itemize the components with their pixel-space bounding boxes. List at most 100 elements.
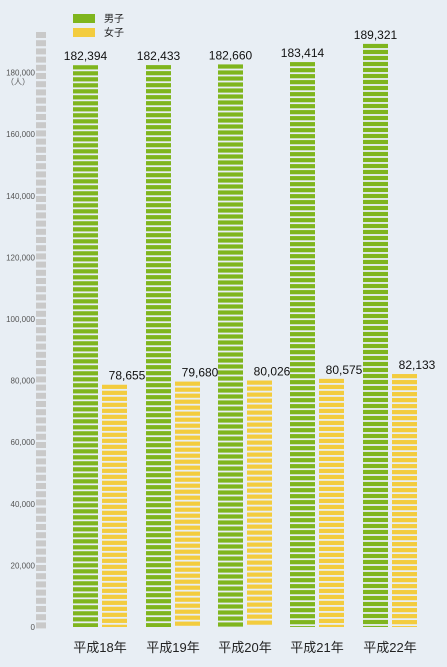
bar-segment [175,621,200,626]
bar-segment [73,131,98,136]
bar-segment [392,386,417,391]
bar-segment [218,316,243,321]
bar-segment [175,513,200,518]
bar-segment [146,491,171,496]
bar-segment [290,296,315,301]
bar-segment [392,590,417,595]
bar-segment [73,173,98,178]
bar-segment [218,550,243,555]
bar-segment [290,386,315,391]
bar-segment [319,396,344,402]
data-label: 78,655 [109,369,146,383]
bar-segment [363,49,388,55]
bar-segment [363,457,388,463]
bar-segment [363,271,388,277]
bar-segment [146,587,171,592]
bar-segment [73,101,98,106]
bar-segment [247,482,272,487]
bar-segment [290,308,315,313]
bar-segment [73,275,98,280]
bar-segment [218,154,243,159]
bar-segment [363,463,388,469]
y-tick-label: 160,000 [6,130,35,139]
y-axis-rail-segment [36,417,46,424]
y-axis-rail-segment [36,409,46,416]
bar-segment [146,377,171,382]
y-axis-rail-segment [36,335,46,342]
bar-segment [73,413,98,418]
bar-segment [218,598,243,603]
bar-segment [73,467,98,472]
bar-segment [363,85,388,91]
bar-segment [146,473,171,478]
bar-segment [175,603,200,608]
bar-segment [247,548,272,553]
bar-segment [218,106,243,111]
bar-segment [146,413,171,418]
bar-segment [247,494,272,499]
bar-segment [146,197,171,202]
bar-segment [247,512,272,517]
bar-segment [290,536,315,541]
bar-segment [102,390,127,395]
y-axis-rail-segment [36,483,46,489]
y-axis-rail-segment [36,286,46,293]
bar-segment [363,601,388,607]
bar-segment [102,534,127,539]
bar-segment [392,518,417,523]
bar-segment [175,543,200,548]
bar-segment [218,292,243,297]
bar-segment [290,440,315,445]
bar-segment [73,83,98,88]
bar-segment [73,167,98,172]
bar-segment [218,382,243,387]
bar-segment [102,618,127,623]
bar-segment [146,311,171,316]
bar-segment [247,602,272,607]
bar-segment [218,346,243,351]
bar-segment [290,254,315,259]
bar-female-4 [319,378,344,627]
y-tick-label: 60,000 [11,438,36,447]
bar-segment [146,281,171,286]
bar-segment [290,344,315,349]
bar-segment [218,532,243,537]
bar-segment [175,447,200,452]
bar-segment [290,404,315,409]
bar-segment [363,67,388,73]
bar-segment [247,422,272,427]
data-label: 80,026 [254,365,291,379]
bar-segment [290,320,315,325]
bar-segment [290,584,315,589]
bar-segment [146,203,171,208]
bar-segment [73,455,98,460]
y-axis-rail-segment [36,573,46,580]
bar-segment [247,440,272,445]
bar-segment [73,221,98,226]
bar-segment [218,220,243,225]
bar-segment [363,409,388,415]
bar-segment [319,414,344,420]
bar-segment [247,458,272,463]
bar-segment [392,620,417,625]
bar-segment [146,329,171,334]
bar-segment [102,510,127,515]
x-category-label: 平成20年 [218,640,271,655]
bar-segment [73,395,98,400]
bar-segment [247,596,272,601]
bar-segment [363,259,388,265]
y-axis-rail-segment [36,269,46,276]
bar-segment [218,238,243,243]
bar-segment [175,387,200,392]
bar-segment [319,384,344,390]
bar-segment [363,445,388,451]
bar-segment [290,350,315,355]
bar-segment [146,581,171,586]
bar-segment [363,379,388,385]
bar-segment [290,332,315,337]
bar-segment [102,486,127,491]
bar-segment [102,588,127,593]
bar-male-1 [73,65,98,627]
bar-segment [363,607,388,613]
bar-segment [102,624,127,627]
